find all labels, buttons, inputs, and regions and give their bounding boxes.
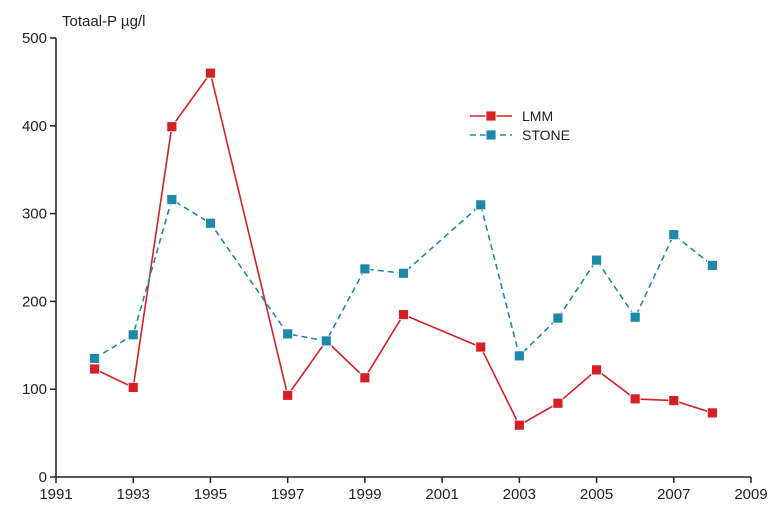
legend-marker-stone xyxy=(485,129,497,141)
series-layer xyxy=(89,67,718,431)
data-point-stone xyxy=(513,350,525,362)
data-point-stone xyxy=(89,353,101,364)
data-point-stone xyxy=(282,328,294,340)
data-point-lmm xyxy=(591,364,602,376)
series-line-stone xyxy=(94,198,713,360)
data-point-stone xyxy=(552,312,564,324)
data-point-stone xyxy=(205,217,216,229)
axes: 0 100 200 300 400 500 1991 1993 1995 1997 1999 2001… xyxy=(22,30,768,503)
x-tick-label: 2009 xyxy=(734,486,767,503)
data-point-lmm xyxy=(127,382,139,393)
data-point-lmm xyxy=(629,393,641,405)
y-tick-label: 300 xyxy=(22,206,47,223)
series-line-lmm xyxy=(94,71,713,427)
y-tick-label: 500 xyxy=(22,30,47,47)
data-point-stone xyxy=(706,260,718,271)
x-tick-label: 2001 xyxy=(425,486,458,503)
y-tick-label: 400 xyxy=(22,118,47,135)
x-tick-label: 2007 xyxy=(657,486,690,503)
data-point-lmm xyxy=(282,389,294,401)
data-point-stone xyxy=(127,329,139,341)
data-point-lmm xyxy=(513,419,525,431)
data-point-lmm xyxy=(668,395,680,407)
legend: LMM STONE xyxy=(470,108,570,143)
data-point-lmm xyxy=(398,309,409,320)
y-tick-label: 0 xyxy=(39,469,47,486)
legend-label-lmm: LMM xyxy=(522,108,553,124)
x-tick-label: 1993 xyxy=(117,486,150,503)
x-tick-label: 1995 xyxy=(194,486,227,503)
y-tick-label: 200 xyxy=(22,293,47,310)
x-tick-label: 2005 xyxy=(580,486,613,503)
data-point-stone xyxy=(166,194,178,205)
data-point-stone xyxy=(668,229,680,241)
data-point-stone xyxy=(398,267,409,279)
data-point-stone xyxy=(320,335,332,347)
data-point-stone xyxy=(359,263,371,275)
data-point-stone xyxy=(629,311,641,323)
data-point-lmm xyxy=(706,407,718,419)
x-tick-label: 1997 xyxy=(271,486,304,503)
data-point-lmm xyxy=(359,372,371,384)
data-point-lmm xyxy=(552,397,564,409)
data-point-lmm xyxy=(475,341,487,353)
x-tick-label: 1999 xyxy=(348,486,381,503)
data-point-stone xyxy=(591,254,602,266)
legend-marker-lmm xyxy=(485,110,497,122)
data-point-lmm xyxy=(166,121,178,133)
y-tick-label: 100 xyxy=(22,381,47,398)
legend-label-stone: STONE xyxy=(522,127,570,143)
x-tick-label: 2003 xyxy=(503,486,536,503)
y-axis-title: Totaal-P µg/l xyxy=(62,13,145,30)
x-tick-label: 1991 xyxy=(39,486,72,503)
data-point-lmm xyxy=(205,67,216,79)
data-point-lmm xyxy=(89,363,101,375)
data-point-stone xyxy=(475,199,487,211)
